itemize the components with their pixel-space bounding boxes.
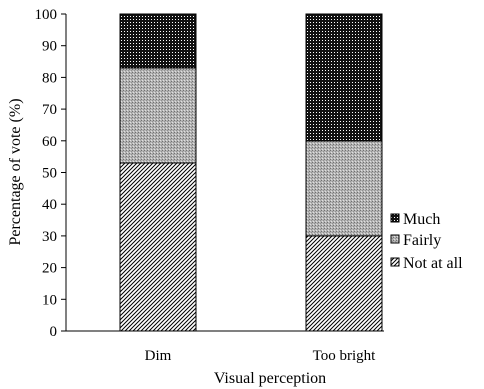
x-tick-label: Dim [145, 348, 172, 364]
y-tick-label: 100 [35, 7, 58, 23]
y-tick-label: 80 [42, 70, 57, 86]
y-tick-label: 70 [42, 102, 57, 118]
y-ticks: 0 10 20 30 40 50 60 70 80 90 100 [35, 7, 66, 340]
y-tick-label: 90 [42, 39, 57, 55]
x-tick-label: Too bright [313, 348, 377, 364]
legend-swatch-fairly [390, 234, 400, 244]
y-tick-label: 20 [42, 261, 57, 277]
bar-segment-dim-not-at-all [119, 162, 197, 332]
x-axis-title: Visual perception [214, 370, 326, 387]
legend-label-fairly: Fairly [403, 232, 441, 249]
legend-label-much: Much [403, 211, 440, 228]
bar-segment-dim-fairly [119, 67, 197, 164]
legend-label-not-at-all: Not at all [403, 255, 463, 272]
y-axis-title: Percentage of vote (%) [7, 98, 24, 245]
bar-segment-too-bright-fairly [305, 140, 383, 237]
bars [119, 13, 383, 332]
y-tick-label: 10 [42, 292, 57, 308]
y-tick-label: 60 [42, 134, 57, 150]
legend-swatch-not-at-all [390, 257, 400, 267]
bar-segment-too-bright-much [305, 13, 383, 142]
legend: Much Fairly Not at all [390, 211, 463, 272]
y-tick-label: 40 [42, 197, 57, 213]
legend-swatch-much [390, 213, 400, 223]
bar-segment-too-bright-not-at-all [305, 235, 383, 332]
y-tick-label: 0 [50, 324, 58, 340]
bar-segment-dim-much [119, 13, 197, 69]
x-ticks: Dim Too bright [145, 348, 377, 364]
y-tick-label: 30 [42, 229, 57, 245]
y-tick-label: 50 [42, 166, 57, 182]
